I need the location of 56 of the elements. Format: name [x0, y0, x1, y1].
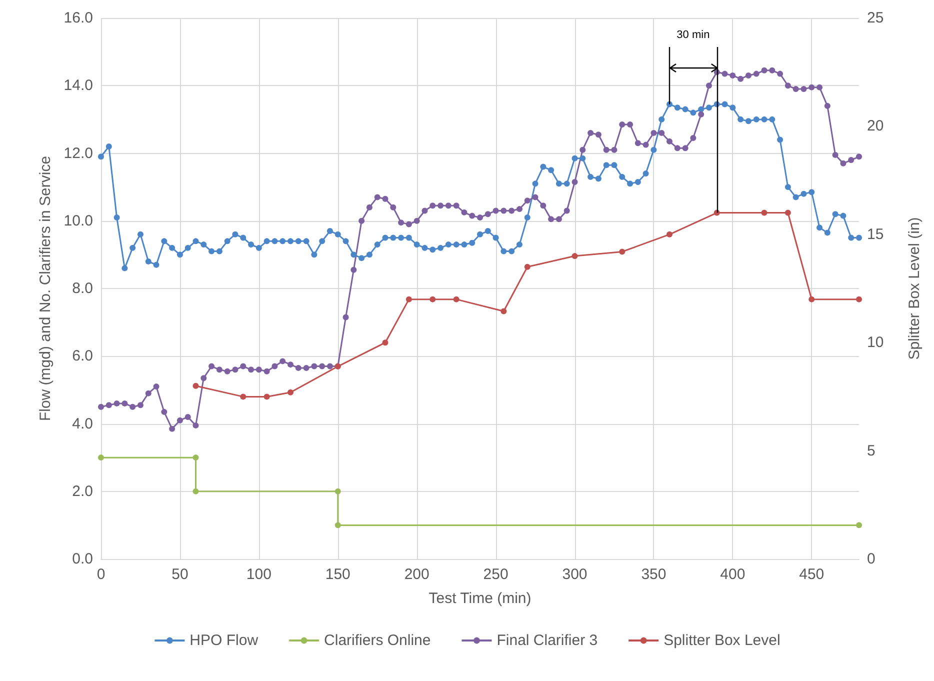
y-axis-title: Flow (mgd) and No. Clarifiers in Service — [36, 156, 54, 422]
point — [453, 296, 460, 302]
legend-label: Final Clarifier 3 — [496, 632, 598, 649]
point — [430, 296, 436, 302]
legend-label: Splitter Box Level — [664, 632, 780, 649]
legend-label: HPO Flow — [190, 632, 258, 649]
point — [264, 394, 270, 400]
point — [288, 389, 294, 396]
point — [572, 253, 578, 260]
y-tick-label: 8.0 — [72, 280, 93, 297]
point — [98, 454, 104, 461]
y2-tick-label: 0 — [867, 550, 876, 568]
point — [334, 522, 341, 528]
point — [761, 210, 768, 216]
y2-tick-label: 5 — [867, 442, 876, 460]
x-tick-label: 50 — [172, 566, 188, 583]
point — [619, 248, 626, 255]
point — [192, 382, 199, 389]
point — [192, 454, 199, 461]
y-tick-label: 16.0 — [64, 10, 93, 26]
legend-label: Clarifiers Online — [324, 632, 431, 649]
point — [500, 308, 507, 314]
point — [406, 296, 412, 302]
x-tick-label: 250 — [483, 566, 508, 583]
y-tick-label: 6.0 — [72, 348, 93, 365]
y-tick-label: 0.0 — [72, 550, 93, 568]
y-tick-label: 14.0 — [64, 77, 93, 94]
x-tick-label: 300 — [562, 566, 588, 583]
y-tick-label: 4.0 — [72, 415, 93, 432]
y2-tick-label: 15 — [867, 226, 884, 243]
y2-tick-label: 25 — [867, 10, 884, 26]
point — [524, 264, 530, 270]
point — [382, 340, 388, 346]
point — [856, 296, 862, 302]
point — [334, 488, 341, 494]
x-axis-title: Test Time (min) — [428, 590, 532, 607]
y-tick-label: 12.0 — [64, 144, 93, 162]
point — [784, 210, 791, 216]
x-tick-label: 350 — [641, 566, 666, 583]
x-tick-label: 200 — [404, 566, 430, 583]
annotation: 30 min — [676, 29, 710, 41]
x-tick-label: 150 — [325, 566, 350, 583]
x-tick-label: 450 — [799, 566, 824, 583]
x-tick-label: 0 — [96, 566, 106, 583]
point — [666, 231, 672, 238]
x-tick-label: 400 — [720, 566, 746, 583]
y-tick-label: 10.0 — [64, 212, 93, 230]
point — [240, 394, 246, 400]
point — [808, 296, 815, 302]
point — [856, 522, 862, 528]
x-tick-label: 100 — [246, 566, 272, 583]
y2-axis-title: Splitter Box Level (in) — [906, 217, 923, 360]
point — [192, 488, 199, 494]
y2-tick-label: 20 — [867, 118, 884, 135]
y-tick-label: 2.0 — [72, 482, 93, 500]
y2-tick-label: 10 — [867, 334, 884, 352]
